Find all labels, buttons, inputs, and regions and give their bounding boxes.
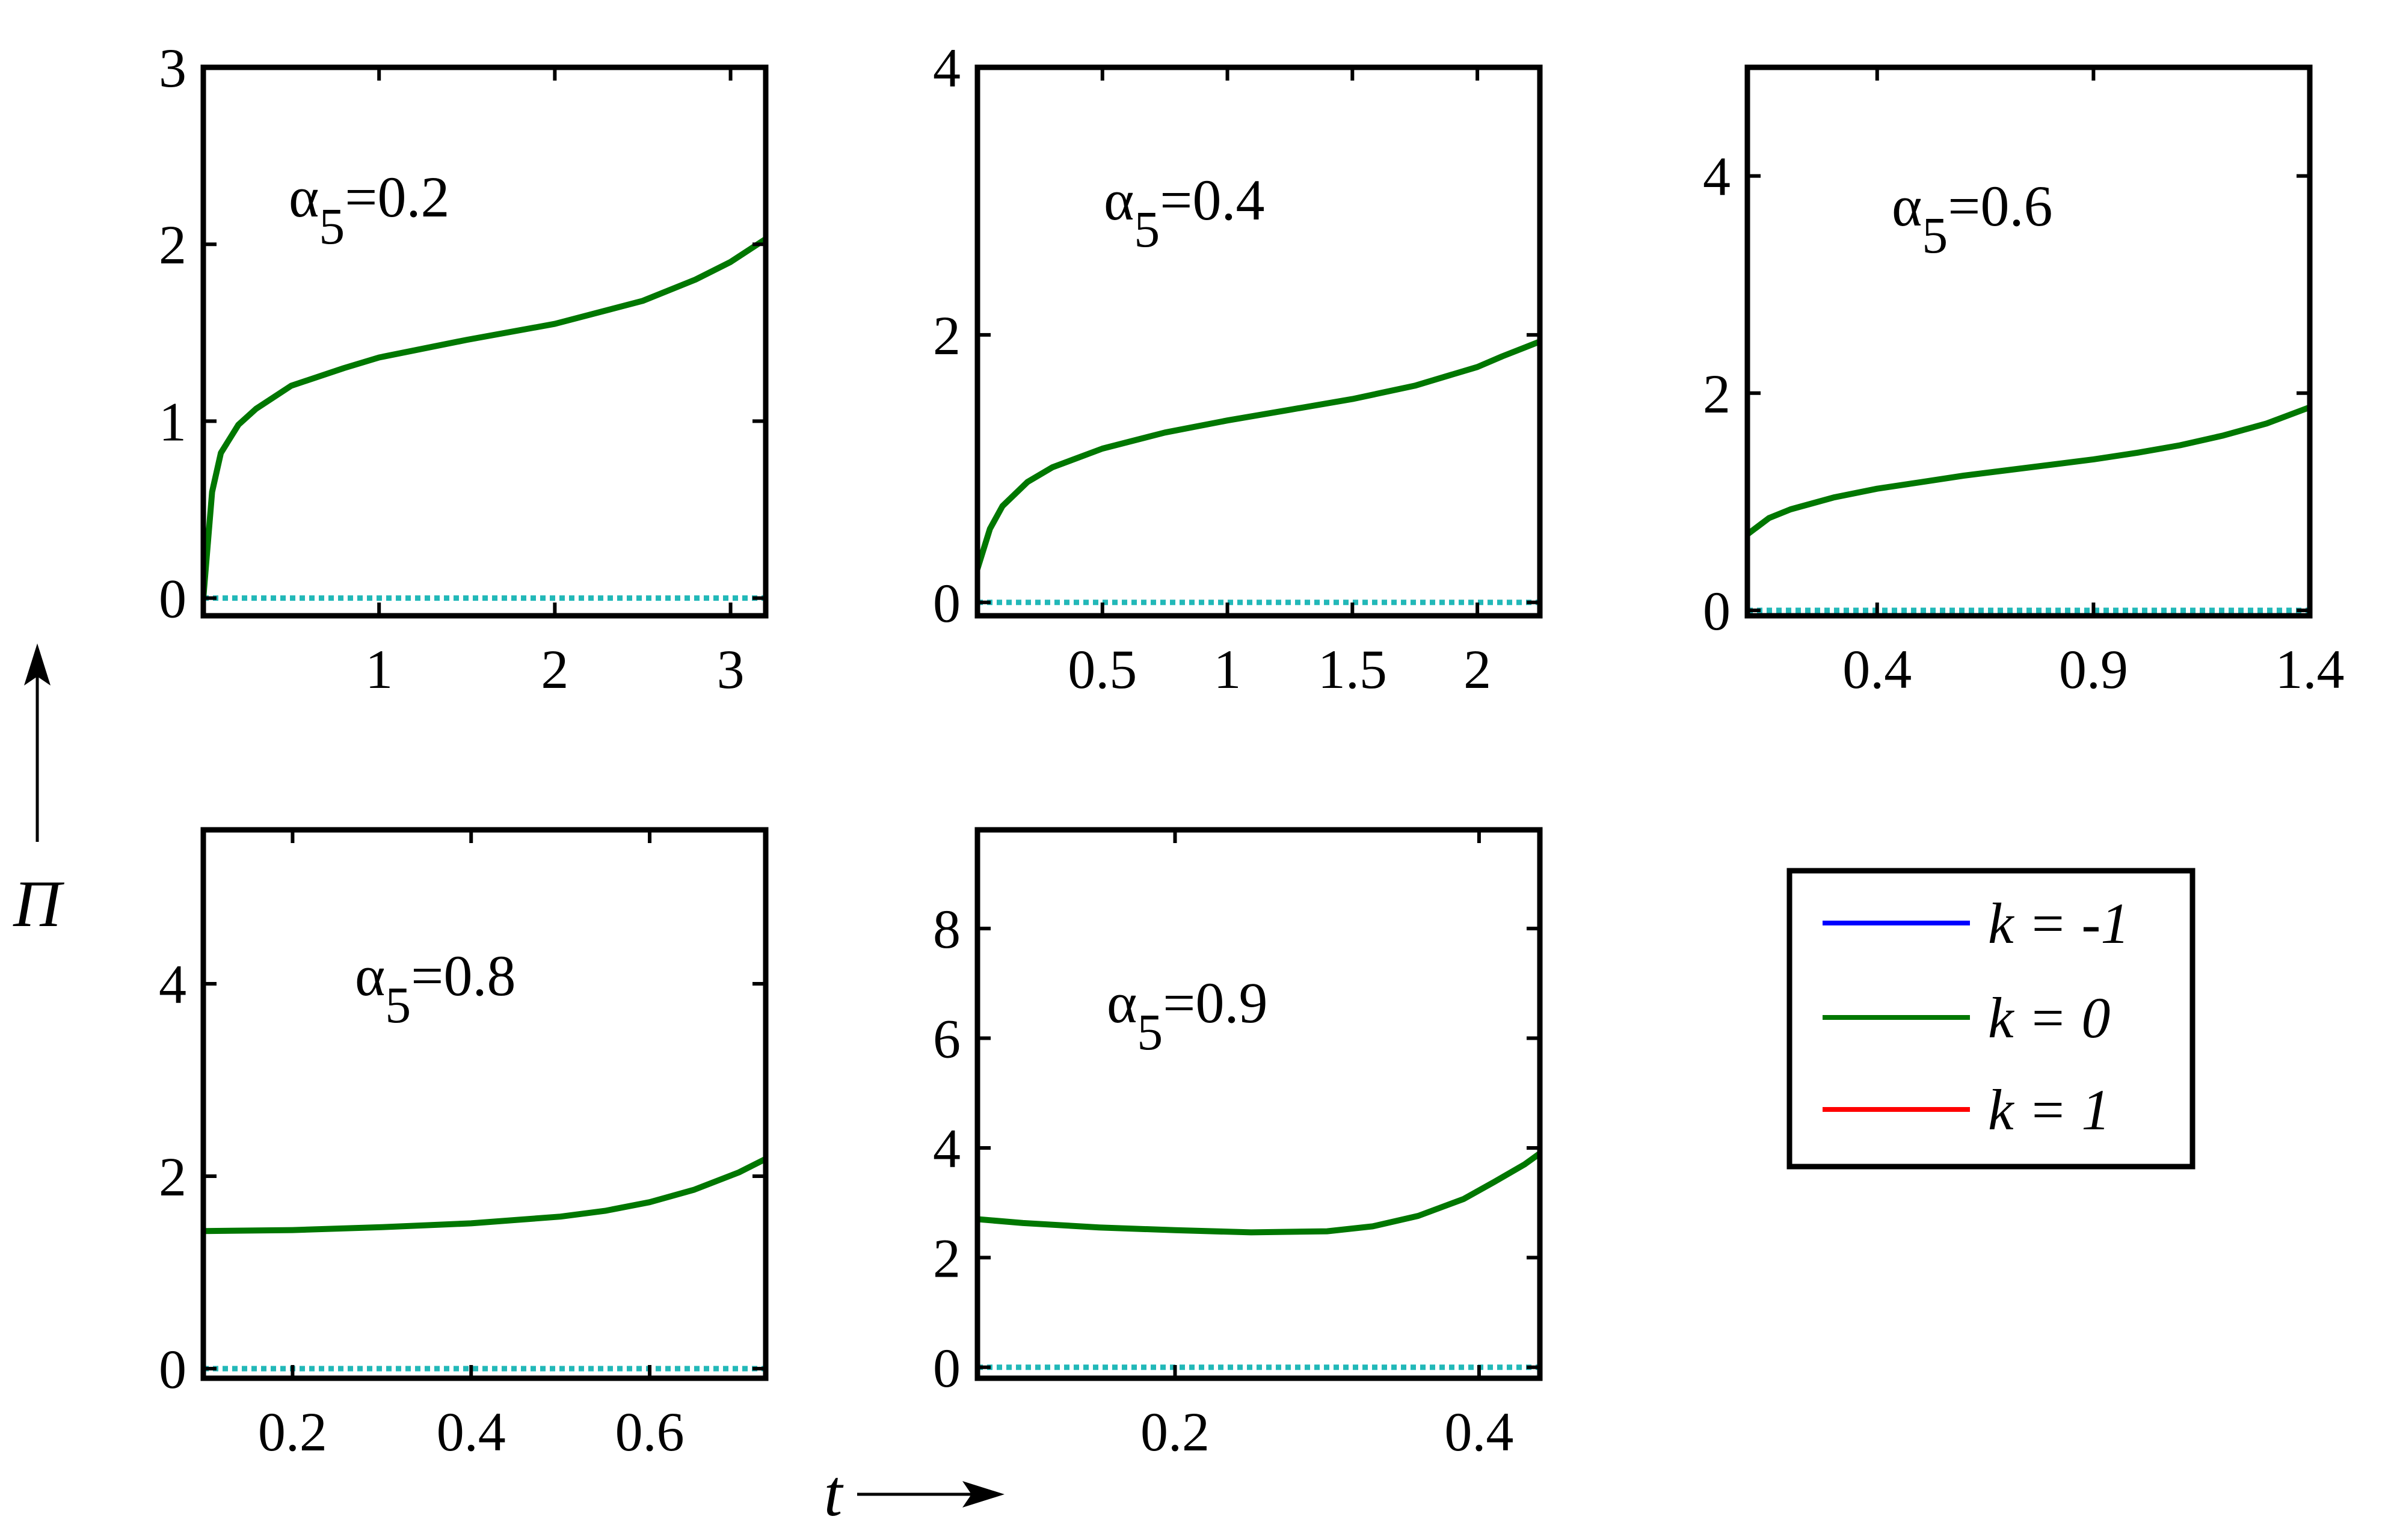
- y-tick-label: 0: [933, 572, 961, 634]
- k0-curve: [977, 1150, 1540, 1236]
- x-tick-label: 0.2: [258, 1401, 327, 1462]
- panel-4: 0 2 4 0.2 0.4 0.6 α5=0.8: [159, 827, 769, 1462]
- y-tick-label: 2: [933, 305, 961, 366]
- panel-label: α5=0.9: [1107, 971, 1267, 1061]
- y-axis-arrow-head: [24, 643, 51, 686]
- label-symbol: α: [355, 943, 385, 1008]
- x-tick-label: 0.9: [2059, 639, 2128, 700]
- legend: k = -1 k = 0 k = 1: [1786, 868, 2195, 1170]
- y-axis-indicator: Π: [13, 643, 64, 940]
- legend-entry-k-0: k = 0: [1823, 986, 2110, 1050]
- panel-label: α5=0.4: [1104, 168, 1264, 258]
- label-subscript: 5: [1922, 206, 1948, 264]
- axes-frame: [974, 827, 1543, 1381]
- k0-curve: [203, 1156, 766, 1235]
- panel-label: α5=0.2: [289, 165, 449, 255]
- x-tick-label: 1: [365, 639, 393, 700]
- x-tick-label: 2: [1463, 639, 1491, 700]
- label-subscript: 5: [1134, 200, 1160, 258]
- label-value: =0.8: [411, 943, 515, 1008]
- x-axis-label: t: [824, 1456, 844, 1530]
- y-tick-label: 2: [159, 214, 186, 275]
- k0-curve: [203, 236, 766, 601]
- x-tick-label: 0.5: [1068, 639, 1137, 700]
- x-tick-label: 0.4: [1842, 639, 1912, 700]
- panel-2: 0 2 4 0.5 1 1.5 2 α5=0.4: [933, 37, 1543, 700]
- axes-frame: [200, 64, 769, 619]
- y-tick-label: 0: [933, 1337, 961, 1399]
- y-tick-label: 0: [159, 1339, 186, 1400]
- y-tick-label: 2: [159, 1146, 186, 1207]
- panel-1: 0 1 2 3 1 2 3 α5=0.2: [159, 37, 769, 700]
- label-value: =0.6: [1948, 174, 2052, 238]
- axes-frame: [974, 64, 1543, 619]
- y-axis-label: Π: [13, 867, 64, 940]
- legend-label: k = 0: [1988, 986, 2110, 1050]
- panel-label: α5=0.8: [355, 943, 515, 1034]
- axes-frame: [200, 827, 769, 1381]
- legend-label: k = 1: [1988, 1078, 2110, 1142]
- x-tick-label: 1: [1214, 639, 1242, 700]
- x-tick-label: 0.6: [615, 1401, 685, 1462]
- legend-entry-k-1: k = 1: [1823, 1078, 2110, 1142]
- k0-curve: [977, 339, 1540, 572]
- label-symbol: α: [289, 165, 319, 229]
- panel-label: α5=0.6: [1892, 174, 2052, 264]
- label-value: =0.2: [345, 165, 449, 229]
- x-tick-label: 2: [541, 639, 568, 700]
- axes-frame: [1744, 64, 2313, 619]
- y-tick-label: 6: [933, 1008, 961, 1070]
- label-value: =0.4: [1160, 168, 1264, 232]
- label-symbol: α: [1892, 174, 1922, 238]
- legend-entry-k-minus-1: k = -1: [1823, 891, 2129, 956]
- y-tick-label: 3: [159, 37, 186, 99]
- y-tick-label: 0: [1703, 580, 1731, 642]
- label-value: =0.9: [1163, 971, 1267, 1035]
- y-tick-label: 2: [1703, 363, 1731, 425]
- label-symbol: α: [1104, 168, 1134, 232]
- x-tick-label: 1.4: [2275, 639, 2345, 700]
- label-subscript: 5: [1137, 1003, 1163, 1061]
- x-axis-arrow-head: [962, 1481, 1005, 1508]
- label-subscript: 5: [319, 197, 345, 255]
- y-tick-label: 0: [159, 568, 186, 630]
- y-tick-label: 4: [1703, 146, 1731, 207]
- label-subscript: 5: [385, 976, 411, 1034]
- x-tick-label: 0.2: [1140, 1401, 1210, 1462]
- label-symbol: α: [1107, 971, 1137, 1035]
- y-tick-label: 4: [159, 954, 186, 1015]
- x-tick-label: 0.4: [437, 1401, 506, 1462]
- y-tick-label: 2: [933, 1227, 961, 1289]
- y-tick-label: 8: [933, 898, 961, 960]
- x-axis-indicator: t: [824, 1456, 1005, 1530]
- x-tick-label: 1.5: [1318, 639, 1387, 700]
- y-tick-label: 1: [159, 391, 186, 452]
- panel-5: 0 2 4 6 8 0.2 0.4 α5=0.9: [933, 827, 1543, 1462]
- legend-label: k = -1: [1988, 891, 2129, 956]
- y-tick-label: 4: [933, 1118, 961, 1179]
- k0-curve: [1747, 404, 2310, 538]
- y-tick-label: 4: [933, 37, 961, 99]
- x-tick-label: 0.4: [1444, 1401, 1513, 1462]
- panel-3: 0 2 4 0.4 0.9 1.4 α5=0.6: [1703, 64, 2345, 700]
- x-tick-label: 3: [717, 639, 745, 700]
